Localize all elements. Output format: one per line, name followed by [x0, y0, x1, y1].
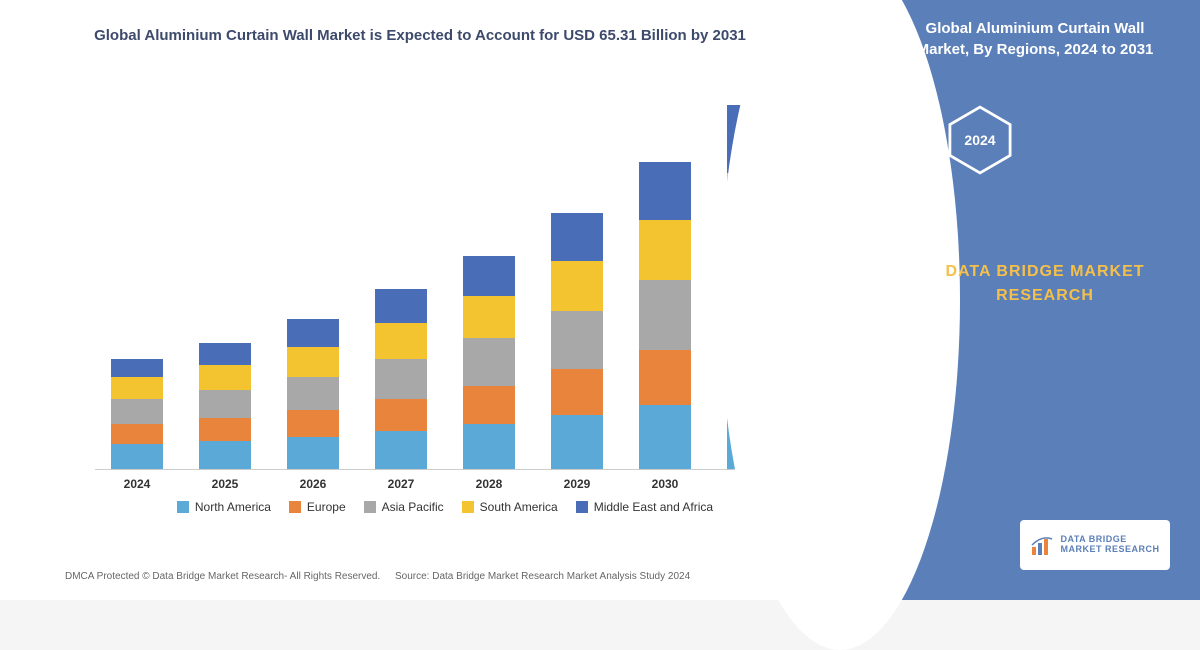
bar-segment	[111, 377, 163, 399]
logo-text-2: MARKET RESEARCH	[1060, 544, 1159, 554]
bar-segment	[287, 437, 339, 469]
legend-item: North America	[177, 500, 271, 514]
bar-group: 2024	[111, 359, 163, 469]
legend-item: Middle East and Africa	[576, 500, 713, 514]
main-panel: Global Aluminium Curtain Wall Market is …	[0, 0, 840, 600]
bar-group: 2025	[199, 343, 251, 469]
bar-segment	[111, 359, 163, 377]
bar-segment	[111, 444, 163, 469]
bar-group: 2026	[287, 319, 339, 469]
bar-segment	[639, 220, 691, 280]
chart-title: Global Aluminium Curtain Wall Market is …	[0, 0, 840, 51]
bar-segment	[287, 319, 339, 347]
legend-label: Asia Pacific	[382, 500, 444, 514]
bar-segment	[463, 296, 515, 338]
bar-segment	[639, 405, 691, 469]
logo-text-1: DATA BRIDGE	[1060, 534, 1126, 544]
bar-segment	[463, 386, 515, 424]
x-axis-label: 2028	[463, 477, 515, 491]
bar-segment	[287, 377, 339, 410]
legend-label: Middle East and Africa	[594, 500, 713, 514]
legend-swatch	[364, 501, 376, 513]
legend-label: South America	[480, 500, 558, 514]
legend-swatch	[576, 501, 588, 513]
hexagon-label: 2031	[899, 162, 930, 178]
x-axis-label: 2026	[287, 477, 339, 491]
bar-segment	[551, 369, 603, 415]
bar-segment	[199, 343, 251, 365]
stacked-bar-chart: 20242025202620272028202920302031	[95, 90, 795, 470]
side-panel: Global Aluminium Curtain Wall Market, By…	[840, 0, 1200, 600]
x-axis-label: 2024	[111, 477, 163, 491]
bar-segment	[375, 399, 427, 431]
bar-segment	[639, 350, 691, 405]
bar-segment	[375, 359, 427, 399]
bar-segment	[199, 441, 251, 469]
legend-item: Asia Pacific	[364, 500, 444, 514]
bar-segment	[375, 323, 427, 359]
legend-label: Europe	[307, 500, 346, 514]
bar-segment	[551, 261, 603, 311]
bar-group: 2028	[463, 256, 515, 469]
footer-source: Source: Data Bridge Market Research Mark…	[395, 571, 690, 582]
hexagon-2024: 2024	[945, 105, 1015, 175]
bar-group: 2029	[551, 213, 603, 469]
x-axis-label: 2029	[551, 477, 603, 491]
bar-segment	[551, 213, 603, 261]
bar-segment	[287, 347, 339, 377]
logo-text: DATA BRIDGE MARKET RESEARCH	[1060, 535, 1159, 555]
brand-line-1: DATA BRIDGE MARKET	[945, 263, 1144, 280]
legend-swatch	[177, 501, 189, 513]
bar-segment	[199, 365, 251, 390]
brand-line-2: RESEARCH	[996, 287, 1094, 304]
bar-segment	[287, 410, 339, 437]
logo-mark-icon	[1030, 533, 1054, 557]
bar-segment	[111, 399, 163, 424]
chart-legend: North America Europe Asia Pacific South Ame…	[95, 500, 795, 514]
x-axis-label: 2025	[199, 477, 251, 491]
bar-segment	[375, 289, 427, 323]
bar-segment	[639, 280, 691, 350]
bar-segment	[111, 424, 163, 444]
bar-segment	[551, 415, 603, 469]
bar-segment	[199, 390, 251, 418]
legend-label: North America	[195, 500, 271, 514]
side-brand: DATA BRIDGE MARKET RESEARCH	[920, 260, 1170, 308]
bar-group: 2030	[639, 162, 691, 469]
x-axis-label: 2030	[639, 477, 691, 491]
hexagon-label: 2024	[964, 132, 995, 148]
legend-swatch	[289, 501, 301, 513]
bar-group: 2027	[375, 289, 427, 469]
footer-copyright: DMCA Protected © Data Bridge Market Rese…	[65, 571, 380, 582]
legend-swatch	[462, 501, 474, 513]
side-curve-shape	[720, 0, 960, 650]
legend-item: Europe	[289, 500, 346, 514]
bar-segment	[463, 256, 515, 296]
x-axis-label: 2027	[375, 477, 427, 491]
side-title: Global Aluminium Curtain Wall Market, By…	[900, 18, 1170, 60]
bar-segment	[375, 431, 427, 469]
bar-segment	[463, 338, 515, 386]
bar-segment	[463, 424, 515, 469]
bar-segment	[199, 418, 251, 441]
bar-segment	[551, 311, 603, 369]
legend-item: South America	[462, 500, 558, 514]
hexagon-2031: 2031	[880, 135, 950, 205]
logo: DATA BRIDGE MARKET RESEARCH	[1020, 520, 1170, 570]
bar-segment	[639, 162, 691, 220]
